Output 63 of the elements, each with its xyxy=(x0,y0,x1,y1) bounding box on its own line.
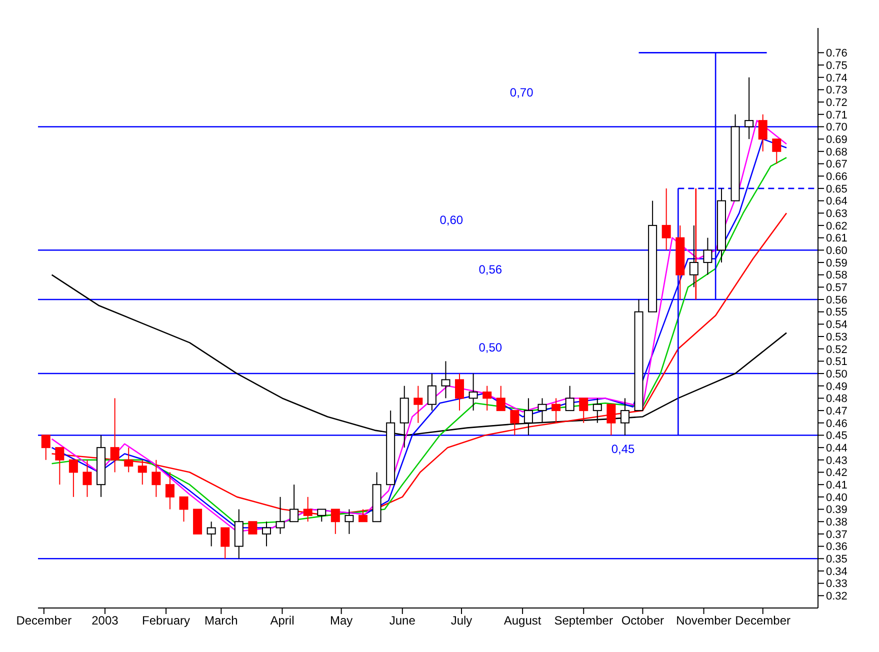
x-tick-label: June xyxy=(389,614,416,628)
y-tick-label: 0.67 xyxy=(826,158,848,171)
y-tick-label: 0.60 xyxy=(826,245,848,258)
y-tick-label: 0.56 xyxy=(826,294,848,306)
ref-line-label: 0,50 xyxy=(478,340,502,355)
y-tick-label: 0.76 xyxy=(826,48,848,60)
y-tick-label: 0.73 xyxy=(826,84,848,97)
x-tick-label: April xyxy=(270,614,294,628)
y-tick-label: 0.32 xyxy=(826,590,848,603)
y-tick-label: 0.53 xyxy=(826,331,848,344)
x-tick-label: 2003 xyxy=(92,614,119,628)
y-tick-label: 0.46 xyxy=(826,418,848,430)
ref-line-label: 0,45 xyxy=(611,442,635,456)
x-tick-label: December xyxy=(735,614,791,628)
y-tick-label: 0.69 xyxy=(826,134,848,146)
y-tick-label: 0.44 xyxy=(826,442,848,454)
y-tick-label: 0.61 xyxy=(826,232,848,245)
y-tick-label: 0.35 xyxy=(826,554,848,566)
y-tick-label: 0.52 xyxy=(826,344,848,356)
y-tick-label: 0.43 xyxy=(826,454,848,467)
y-tick-label: 0.48 xyxy=(826,393,848,406)
y-tick-label: 0.62 xyxy=(826,220,848,232)
x-tick-label: March xyxy=(204,614,238,628)
y-tick-label: 0.74 xyxy=(826,72,848,84)
y-tick-label: 0.65 xyxy=(826,183,848,196)
x-tick-label: September xyxy=(554,614,613,628)
x-tick-label: August xyxy=(504,614,542,628)
x-tick-label: May xyxy=(330,614,353,628)
y-tick-label: 0.58 xyxy=(826,270,848,282)
y-tick-label: 0.38 xyxy=(826,516,848,529)
y-tick-label: 0.59 xyxy=(826,257,848,270)
y-tick-label: 0.49 xyxy=(826,380,848,393)
y-tick-label: 0.47 xyxy=(826,405,848,418)
y-tick-label: 0.42 xyxy=(826,467,848,480)
x-tick-label: December xyxy=(16,614,72,628)
y-tick-label: 0.57 xyxy=(826,282,848,294)
y-tick-label: 0.55 xyxy=(826,306,848,319)
x-tick-label: October xyxy=(621,614,664,628)
y-tick-label: 0.37 xyxy=(826,528,848,541)
y-tick-label: 0.75 xyxy=(826,60,848,72)
y-tick-label: 0.51 xyxy=(826,356,848,368)
y-tick-label: 0.41 xyxy=(826,480,848,492)
y-tick-label: 0.45 xyxy=(826,430,848,442)
y-tick-label: 0.54 xyxy=(826,319,848,332)
x-tick-label: February xyxy=(142,614,190,628)
y-tick-label: 0.66 xyxy=(826,170,848,183)
x-tick-label: July xyxy=(450,614,472,628)
y-tick-label: 0.70 xyxy=(826,122,848,134)
y-tick-label: 0.40 xyxy=(826,492,848,504)
y-tick-label: 0.39 xyxy=(826,504,848,516)
ref-line-label: 0,56 xyxy=(478,262,502,276)
ref-line-label: 0,60 xyxy=(440,213,464,228)
x-tick-label: November xyxy=(676,614,732,628)
y-tick-label: 0.63 xyxy=(826,208,848,220)
y-tick-label: 0.36 xyxy=(826,541,848,554)
ref-line-label: 0,70 xyxy=(510,86,534,100)
y-tick-label: 0.64 xyxy=(826,196,848,208)
y-tick-label: 0.71 xyxy=(826,109,848,122)
y-tick-label: 0.33 xyxy=(826,578,848,590)
y-tick-label: 0.72 xyxy=(826,96,848,109)
y-tick-label: 0.68 xyxy=(826,146,848,158)
y-tick-label: 0.50 xyxy=(826,368,848,380)
y-tick-label: 0.34 xyxy=(826,566,848,578)
